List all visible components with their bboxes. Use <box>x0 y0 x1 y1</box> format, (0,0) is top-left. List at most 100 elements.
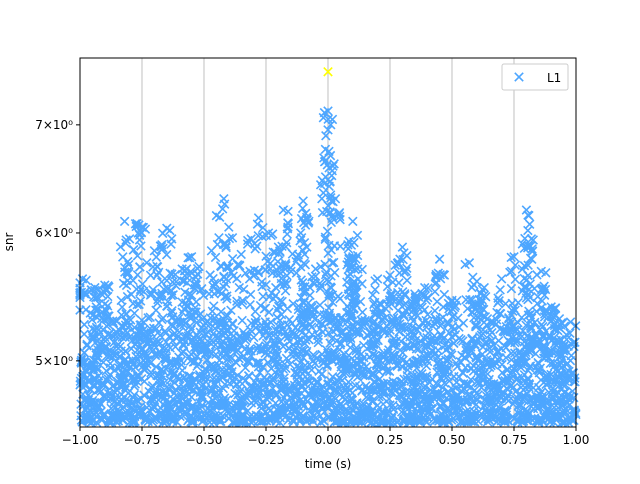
data-point <box>116 346 126 356</box>
data-point <box>443 386 453 397</box>
y-tick-label: 5×10⁰ <box>35 354 73 368</box>
data-point <box>296 394 306 405</box>
data-point <box>545 358 556 369</box>
data-point <box>110 392 121 403</box>
data-point <box>167 357 178 367</box>
x-tick-label: −0.25 <box>248 433 285 447</box>
data-point <box>261 338 272 349</box>
data-point <box>288 329 298 340</box>
data-point <box>218 383 229 394</box>
data-point <box>537 415 547 426</box>
data-point <box>91 350 101 360</box>
data-point <box>541 326 551 336</box>
data-point <box>251 358 262 368</box>
data-point <box>463 340 473 351</box>
data-point <box>219 323 230 333</box>
x-tick-label: 0.00 <box>315 433 342 447</box>
data-point <box>369 414 380 425</box>
data-point <box>398 321 409 332</box>
data-point <box>127 355 138 365</box>
y-tick-label: 7×10⁰ <box>35 118 73 132</box>
data-point <box>207 385 217 395</box>
data-point <box>101 393 112 404</box>
data-point <box>409 339 419 350</box>
data-point <box>570 337 580 348</box>
data-point <box>485 347 495 357</box>
data-point <box>274 326 284 337</box>
data-point <box>210 323 220 334</box>
data-point <box>229 326 239 336</box>
data-point <box>223 335 234 346</box>
data-point <box>112 327 122 338</box>
data-point <box>413 416 424 426</box>
data-point <box>98 357 109 368</box>
x-axis-label: time (s) <box>305 457 352 471</box>
data-point <box>404 342 415 352</box>
data-point <box>478 329 488 339</box>
data-point <box>237 379 247 389</box>
data-point <box>466 374 476 385</box>
data-point <box>388 354 399 365</box>
x-tick-label: −0.50 <box>186 433 223 447</box>
data-point <box>187 413 198 424</box>
data-point <box>415 415 425 426</box>
data-point <box>140 414 150 425</box>
data-point <box>223 399 234 410</box>
data-point <box>176 360 187 370</box>
data-point <box>144 386 154 397</box>
data-point <box>165 343 175 353</box>
data-point <box>284 314 295 325</box>
data-point <box>146 394 156 404</box>
data-point <box>569 415 579 426</box>
data-point <box>268 373 278 383</box>
data-point <box>175 320 186 330</box>
data-point <box>360 315 370 326</box>
data-point <box>325 338 335 348</box>
x-tick-label: 0.50 <box>439 433 466 447</box>
data-point <box>460 353 470 363</box>
data-point <box>219 327 230 337</box>
data-point <box>410 330 420 341</box>
data-point <box>214 355 225 366</box>
legend: L1 <box>501 63 569 91</box>
data-point <box>402 370 413 381</box>
data-point <box>193 332 204 343</box>
data-point <box>347 395 358 405</box>
data-point <box>195 398 205 408</box>
x-tick-label: 0.75 <box>501 433 528 447</box>
data-point <box>533 339 543 349</box>
y-tick-label: 6×10⁰ <box>35 226 73 240</box>
data-point <box>535 324 545 335</box>
data-point <box>504 337 515 348</box>
data-point <box>129 390 139 400</box>
data-point <box>336 338 346 348</box>
data-point <box>377 392 387 402</box>
data-point <box>258 361 268 372</box>
data-point <box>76 415 87 425</box>
x-tick-label: 0.25 <box>377 433 404 447</box>
data-point <box>531 339 541 350</box>
data-point <box>569 405 580 415</box>
data-point <box>124 417 135 428</box>
data-point <box>151 323 162 334</box>
data-point <box>149 394 160 405</box>
data-point <box>462 379 473 389</box>
data-point <box>140 364 150 375</box>
data-point <box>198 320 209 331</box>
data-point <box>518 326 528 336</box>
data-point <box>352 349 362 359</box>
data-point <box>388 404 399 415</box>
data-point <box>109 350 120 360</box>
x-tick-label: −1.00 <box>62 433 99 447</box>
data-point <box>473 390 484 400</box>
data-point <box>480 338 490 348</box>
data-point <box>209 378 219 389</box>
data-point <box>147 404 157 414</box>
data-point <box>397 362 408 372</box>
legend-label: L1 <box>547 71 561 85</box>
data-point <box>312 397 322 408</box>
data-point <box>135 402 145 412</box>
data-point <box>368 369 379 380</box>
data-point <box>369 377 379 387</box>
